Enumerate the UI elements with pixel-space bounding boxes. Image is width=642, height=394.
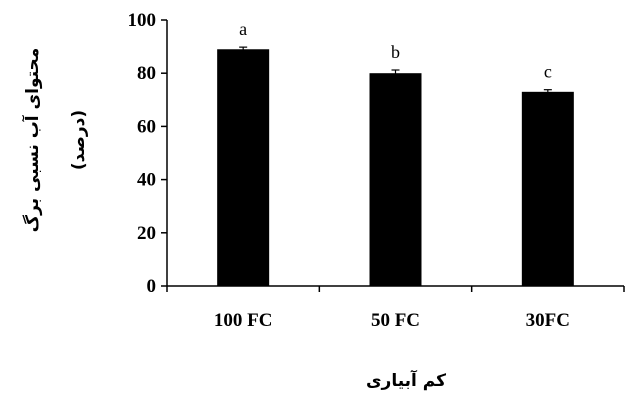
y-tick-label: 40	[137, 170, 156, 191]
significance-letter: c	[544, 62, 552, 82]
bar	[521, 91, 574, 286]
x-axis-title: کم آبیاری	[366, 369, 446, 391]
bar	[217, 49, 270, 287]
significance-letter: a	[239, 19, 247, 39]
y-axis-title-line-1: محتوای آب نسبی برگ	[21, 48, 43, 233]
y-tick-label: 60	[137, 116, 156, 137]
y-axis-title: محتوای آب نسبی برگ (درصد)	[21, 48, 89, 233]
x-tick-label: 50 FC	[371, 310, 420, 331]
y-tick-label: 20	[137, 223, 156, 244]
y-tick-label: 0	[147, 276, 157, 297]
y-tick-label: 80	[137, 63, 156, 84]
y-axis-title-line-2: (درصد)	[69, 110, 89, 170]
y-tick-label: 100	[128, 10, 157, 31]
plot-area: 0 20 40 60 80 100 a 100 FC b 50 FC c 30FC	[128, 10, 625, 331]
x-tick-label: 100 FC	[214, 310, 273, 331]
x-tick-label: 30FC	[526, 310, 570, 331]
bar	[369, 73, 422, 286]
significance-letter: b	[391, 42, 400, 62]
